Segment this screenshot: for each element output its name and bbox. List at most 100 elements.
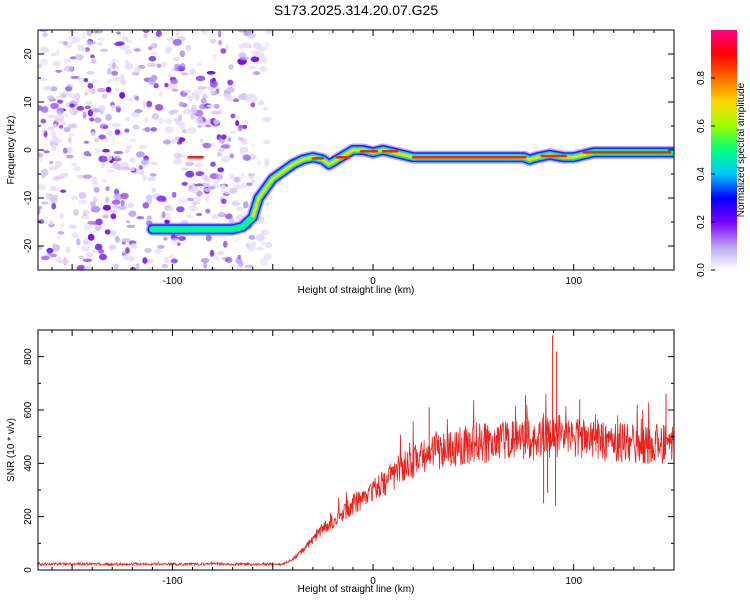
noise-blob — [203, 261, 208, 269]
noise-blob — [106, 130, 114, 137]
noise-blob — [228, 64, 234, 70]
noise-blob — [164, 82, 169, 88]
snr-series — [38, 335, 674, 567]
noise-blob — [171, 191, 177, 198]
noise-blob — [40, 255, 50, 261]
noise-blob — [126, 98, 134, 102]
noise-blob — [78, 255, 85, 259]
colorbar-scale — [711, 30, 737, 270]
noise-blob — [240, 137, 245, 142]
noise-blob — [112, 162, 120, 170]
noise-blob — [112, 136, 116, 143]
noise-blob — [199, 104, 207, 110]
noise-blob — [202, 93, 208, 100]
noise-blob — [170, 78, 179, 85]
noise-blob — [41, 201, 49, 205]
spectrogram-y-label: Frequency (Hz) — [6, 116, 17, 185]
noise-blob — [134, 109, 143, 113]
noise-blob — [252, 153, 257, 160]
noise-blob — [142, 174, 147, 182]
noise-blob — [234, 114, 241, 120]
noise-blob — [57, 99, 64, 104]
noise-blob — [131, 72, 140, 76]
noise-blob — [172, 56, 180, 62]
noise-blob — [158, 117, 164, 125]
noise-blob — [168, 110, 175, 115]
noise-blob — [236, 206, 243, 212]
noise-blob — [120, 166, 131, 171]
noise-blob — [245, 242, 251, 250]
noise-blob — [96, 30, 103, 34]
colorbar-tick-label: 0.4 — [696, 167, 707, 181]
noise-blob — [124, 49, 133, 55]
noise-blob — [229, 264, 236, 268]
noise-blob — [83, 140, 90, 144]
noise-blob — [56, 107, 64, 115]
noise-blob — [229, 130, 237, 135]
noise-blob — [146, 215, 152, 220]
noise-blob — [119, 92, 126, 99]
noise-blob — [109, 209, 118, 213]
noise-blob — [63, 65, 74, 72]
noise-blob — [257, 160, 262, 166]
noise-blob — [87, 233, 95, 241]
colorbar-label: Normalized spectral amplitude — [736, 82, 747, 217]
noise-blob — [205, 208, 211, 214]
noise-blob — [61, 93, 67, 99]
noise-blob — [216, 250, 225, 256]
noise-blob — [183, 89, 192, 93]
noise-blob — [194, 89, 204, 94]
noise-blob — [250, 241, 256, 248]
noise-blob — [126, 224, 136, 228]
noise-blob — [260, 229, 270, 236]
noise-blob — [111, 199, 121, 205]
noise-blob — [227, 79, 234, 86]
noise-blob — [238, 43, 247, 49]
noise-blob — [113, 150, 124, 155]
noise-blob — [69, 103, 75, 108]
noise-blob — [50, 253, 57, 258]
noise-blob — [63, 58, 72, 64]
noise-blob — [132, 124, 140, 130]
noise-blob — [98, 134, 107, 140]
noise-blob — [128, 210, 137, 217]
noise-blob — [161, 62, 167, 67]
noise-blob — [42, 32, 48, 38]
noise-blob — [151, 113, 160, 120]
noise-blob — [126, 39, 132, 43]
noise-blob — [61, 121, 67, 126]
noise-blob — [213, 119, 220, 125]
noise-blob — [94, 137, 99, 143]
noise-blob — [126, 256, 136, 262]
noise-blob — [178, 236, 187, 241]
chart-title: S173.2025.314.20.07.G25 — [274, 2, 438, 18]
colorbar-ticks: 0.0 0.2 0.4 0.6 0.8 — [696, 71, 715, 277]
noise-blob — [181, 181, 188, 186]
noise-blob — [187, 197, 195, 202]
noise-blob — [233, 176, 240, 183]
noise-blob — [47, 95, 55, 101]
noise-blob — [205, 176, 211, 183]
noise-blob — [176, 206, 185, 213]
snr-y-tick-label: 200 — [23, 508, 34, 525]
snr-x-tick-label: 100 — [565, 576, 582, 587]
noise-blob — [248, 173, 255, 177]
noise-blob — [189, 68, 196, 75]
noise-blob — [164, 219, 170, 225]
noise-blob — [51, 145, 57, 152]
noise-blob — [235, 120, 240, 127]
noise-blob — [186, 126, 197, 134]
noise-blob — [38, 205, 43, 210]
noise-blob — [250, 56, 260, 63]
noise-blob — [54, 118, 65, 123]
noise-blob — [243, 154, 251, 161]
noise-blob — [163, 139, 171, 145]
noise-blob — [256, 246, 264, 251]
noise-blob — [148, 63, 157, 68]
noise-blob — [65, 246, 71, 254]
noise-blob — [124, 116, 131, 122]
noise-blob — [229, 217, 235, 225]
noise-blob — [82, 258, 93, 263]
noise-blob — [173, 158, 183, 165]
noise-blob — [148, 46, 153, 51]
